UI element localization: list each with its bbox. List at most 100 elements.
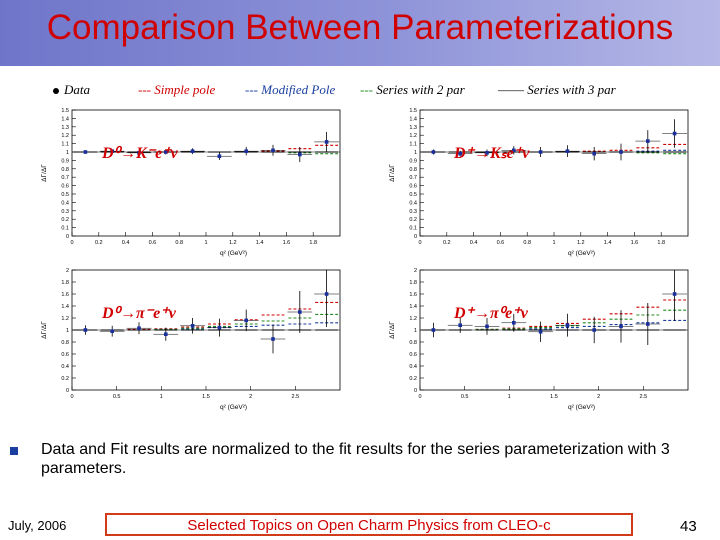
x-tick-label: 2 <box>249 394 252 400</box>
plot-frame <box>71 109 341 237</box>
y-tick-label: 1.5 <box>61 108 69 114</box>
y-tick-label: 1.2 <box>409 316 417 322</box>
data-point <box>110 329 114 333</box>
data-point <box>83 150 88 154</box>
panel-d0-k: 0 0.1 0.2 0.3 0.4 0.5 0.6 0.7 0.8 0.9 1 1.1 1.2 1.3 1.… <box>36 100 346 262</box>
y-tick-label: 0.9 <box>409 158 417 164</box>
x-axis-label: q² (GeV²) <box>220 404 247 411</box>
data-point <box>672 292 677 296</box>
title-band <box>0 0 720 66</box>
x-axis-label: q² (GeV²) <box>568 404 595 411</box>
y-tick-label: 1.1 <box>409 142 417 148</box>
plot-frame <box>419 109 689 237</box>
y-tick-label: 0 <box>66 388 69 394</box>
data-point <box>164 332 168 336</box>
legend-label-series-2par: Series with 2 par <box>376 82 465 97</box>
legend-item-simple-pole: --- Simple pole <box>138 82 216 97</box>
data-point <box>538 330 543 334</box>
y-tick-label: 0.4 <box>61 364 69 370</box>
x-tick-label: 1.5 <box>550 394 558 400</box>
decay-label: D⁰→K⁻e⁺ν <box>101 145 179 162</box>
footer-title-box: Selected Topics on Open Charm Physics fr… <box>105 513 633 536</box>
data-point <box>512 321 516 325</box>
y-tick-label: 1.4 <box>61 116 69 122</box>
footer-title: Selected Topics on Open Charm Physics fr… <box>187 517 551 534</box>
x-axis-label: q² (GeV²) <box>220 250 247 257</box>
y-tick-label: 0.8 <box>61 340 69 346</box>
page-number: 43 <box>680 518 697 535</box>
x-tick-label: 1.4 <box>256 240 264 246</box>
y-tick-label: 0.5 <box>409 192 417 198</box>
y-tick-label: 0.6 <box>61 352 69 358</box>
data-point <box>190 149 195 153</box>
x-tick-label: 1.2 <box>229 240 237 246</box>
x-tick-label: 0 <box>418 240 421 246</box>
chart-d0-k: 0 0.1 0.2 0.3 0.4 0.5 0.6 0.7 0.8 0.9 1 1.1 1.2 1.3 1.… <box>41 108 341 257</box>
x-tick-label: 1.6 <box>283 240 291 246</box>
data-point <box>458 151 462 156</box>
legend: Data --- Simple pole --- Modified Pole -… <box>0 82 720 102</box>
y-tick-label: 0.8 <box>61 167 69 173</box>
data-point <box>110 149 114 153</box>
x-tick-label: 0 <box>418 394 421 400</box>
y-tick-label: 0.2 <box>409 217 417 223</box>
decay-label: D⁺→π⁰e⁺ν <box>453 305 529 322</box>
y-tick-label: 1 <box>414 150 417 156</box>
x-tick-label: 0.4 <box>122 240 130 246</box>
data-point <box>512 148 516 153</box>
x-tick-label: 0.8 <box>523 240 531 246</box>
legend-item-modified-pole: --- Modified Pole <box>245 82 336 97</box>
y-tick-label: 0.4 <box>61 200 69 206</box>
y-tick-label: 0.2 <box>409 376 417 382</box>
y-axis-label: ΔΓ/ΔΓ <box>41 164 48 182</box>
data-point <box>271 148 275 153</box>
y-tick-label: 0.6 <box>409 352 417 358</box>
legend-dot-icon <box>53 88 59 95</box>
y-tick-label: 0.3 <box>409 209 417 215</box>
y-tick-label: 1.4 <box>61 304 69 310</box>
data-point <box>137 326 141 330</box>
y-tick-label: 1 <box>66 150 69 156</box>
data-point <box>244 318 248 323</box>
data-point <box>538 150 543 154</box>
x-tick-label: 1.2 <box>577 240 585 246</box>
data-point <box>592 328 596 332</box>
data-point <box>619 324 623 329</box>
y-tick-label: 0.8 <box>409 167 417 173</box>
y-tick-label: 0.1 <box>409 226 417 232</box>
y-tick-label: 0 <box>66 234 69 240</box>
data-point <box>431 328 436 332</box>
legend-label-modified-pole: Modified Pole <box>261 82 336 97</box>
y-axis-label: ΔΓ/ΔΓ <box>389 164 396 182</box>
data-point <box>324 140 329 144</box>
x-tick-label: 0 <box>70 394 73 400</box>
legend-label-simple-pole: Simple pole <box>154 82 216 97</box>
y-tick-label: 2 <box>414 268 417 274</box>
y-tick-label: 0.5 <box>61 192 69 198</box>
chart-d0-pi: 0 0.2 0.4 0.6 0.8 1 1.2 1.4 1.6 1.8 2 0 0.5 1 1.5 2 2.5 q… <box>41 268 341 411</box>
y-tick-label: 1.5 <box>409 108 417 114</box>
y-tick-label: 0.4 <box>409 364 417 370</box>
y-tick-label: 0 <box>414 388 417 394</box>
decay-label: D⁺→Kₛe⁺ν <box>453 145 530 162</box>
y-axis-label: ΔΓ/ΔΓ <box>41 321 48 339</box>
data-point <box>298 310 302 314</box>
x-tick-label: 1 <box>552 240 555 246</box>
data-point <box>431 150 436 154</box>
x-tick-label: 0.5 <box>113 394 121 400</box>
x-tick-label: 1.5 <box>202 394 210 400</box>
x-tick-label: 1 <box>204 240 207 246</box>
data-point <box>646 322 650 326</box>
footer-date: July, 2006 <box>8 518 67 533</box>
x-tick-label: 1.6 <box>631 240 639 246</box>
x-tick-label: 1.4 <box>604 240 612 246</box>
data-point <box>646 139 650 143</box>
data-point <box>458 323 462 327</box>
data-point <box>565 323 570 327</box>
data-point <box>83 328 88 332</box>
x-tick-label: 1.8 <box>309 240 317 246</box>
data-point <box>271 337 275 341</box>
data-point <box>190 324 195 328</box>
y-tick-label: 1.3 <box>409 125 417 131</box>
panel-dplus-pi0: 0 0.2 0.4 0.6 0.8 1 1.2 1.4 1.6 1.8 2 0 0.5 1 1.5 2 2.5 q… <box>384 260 694 416</box>
